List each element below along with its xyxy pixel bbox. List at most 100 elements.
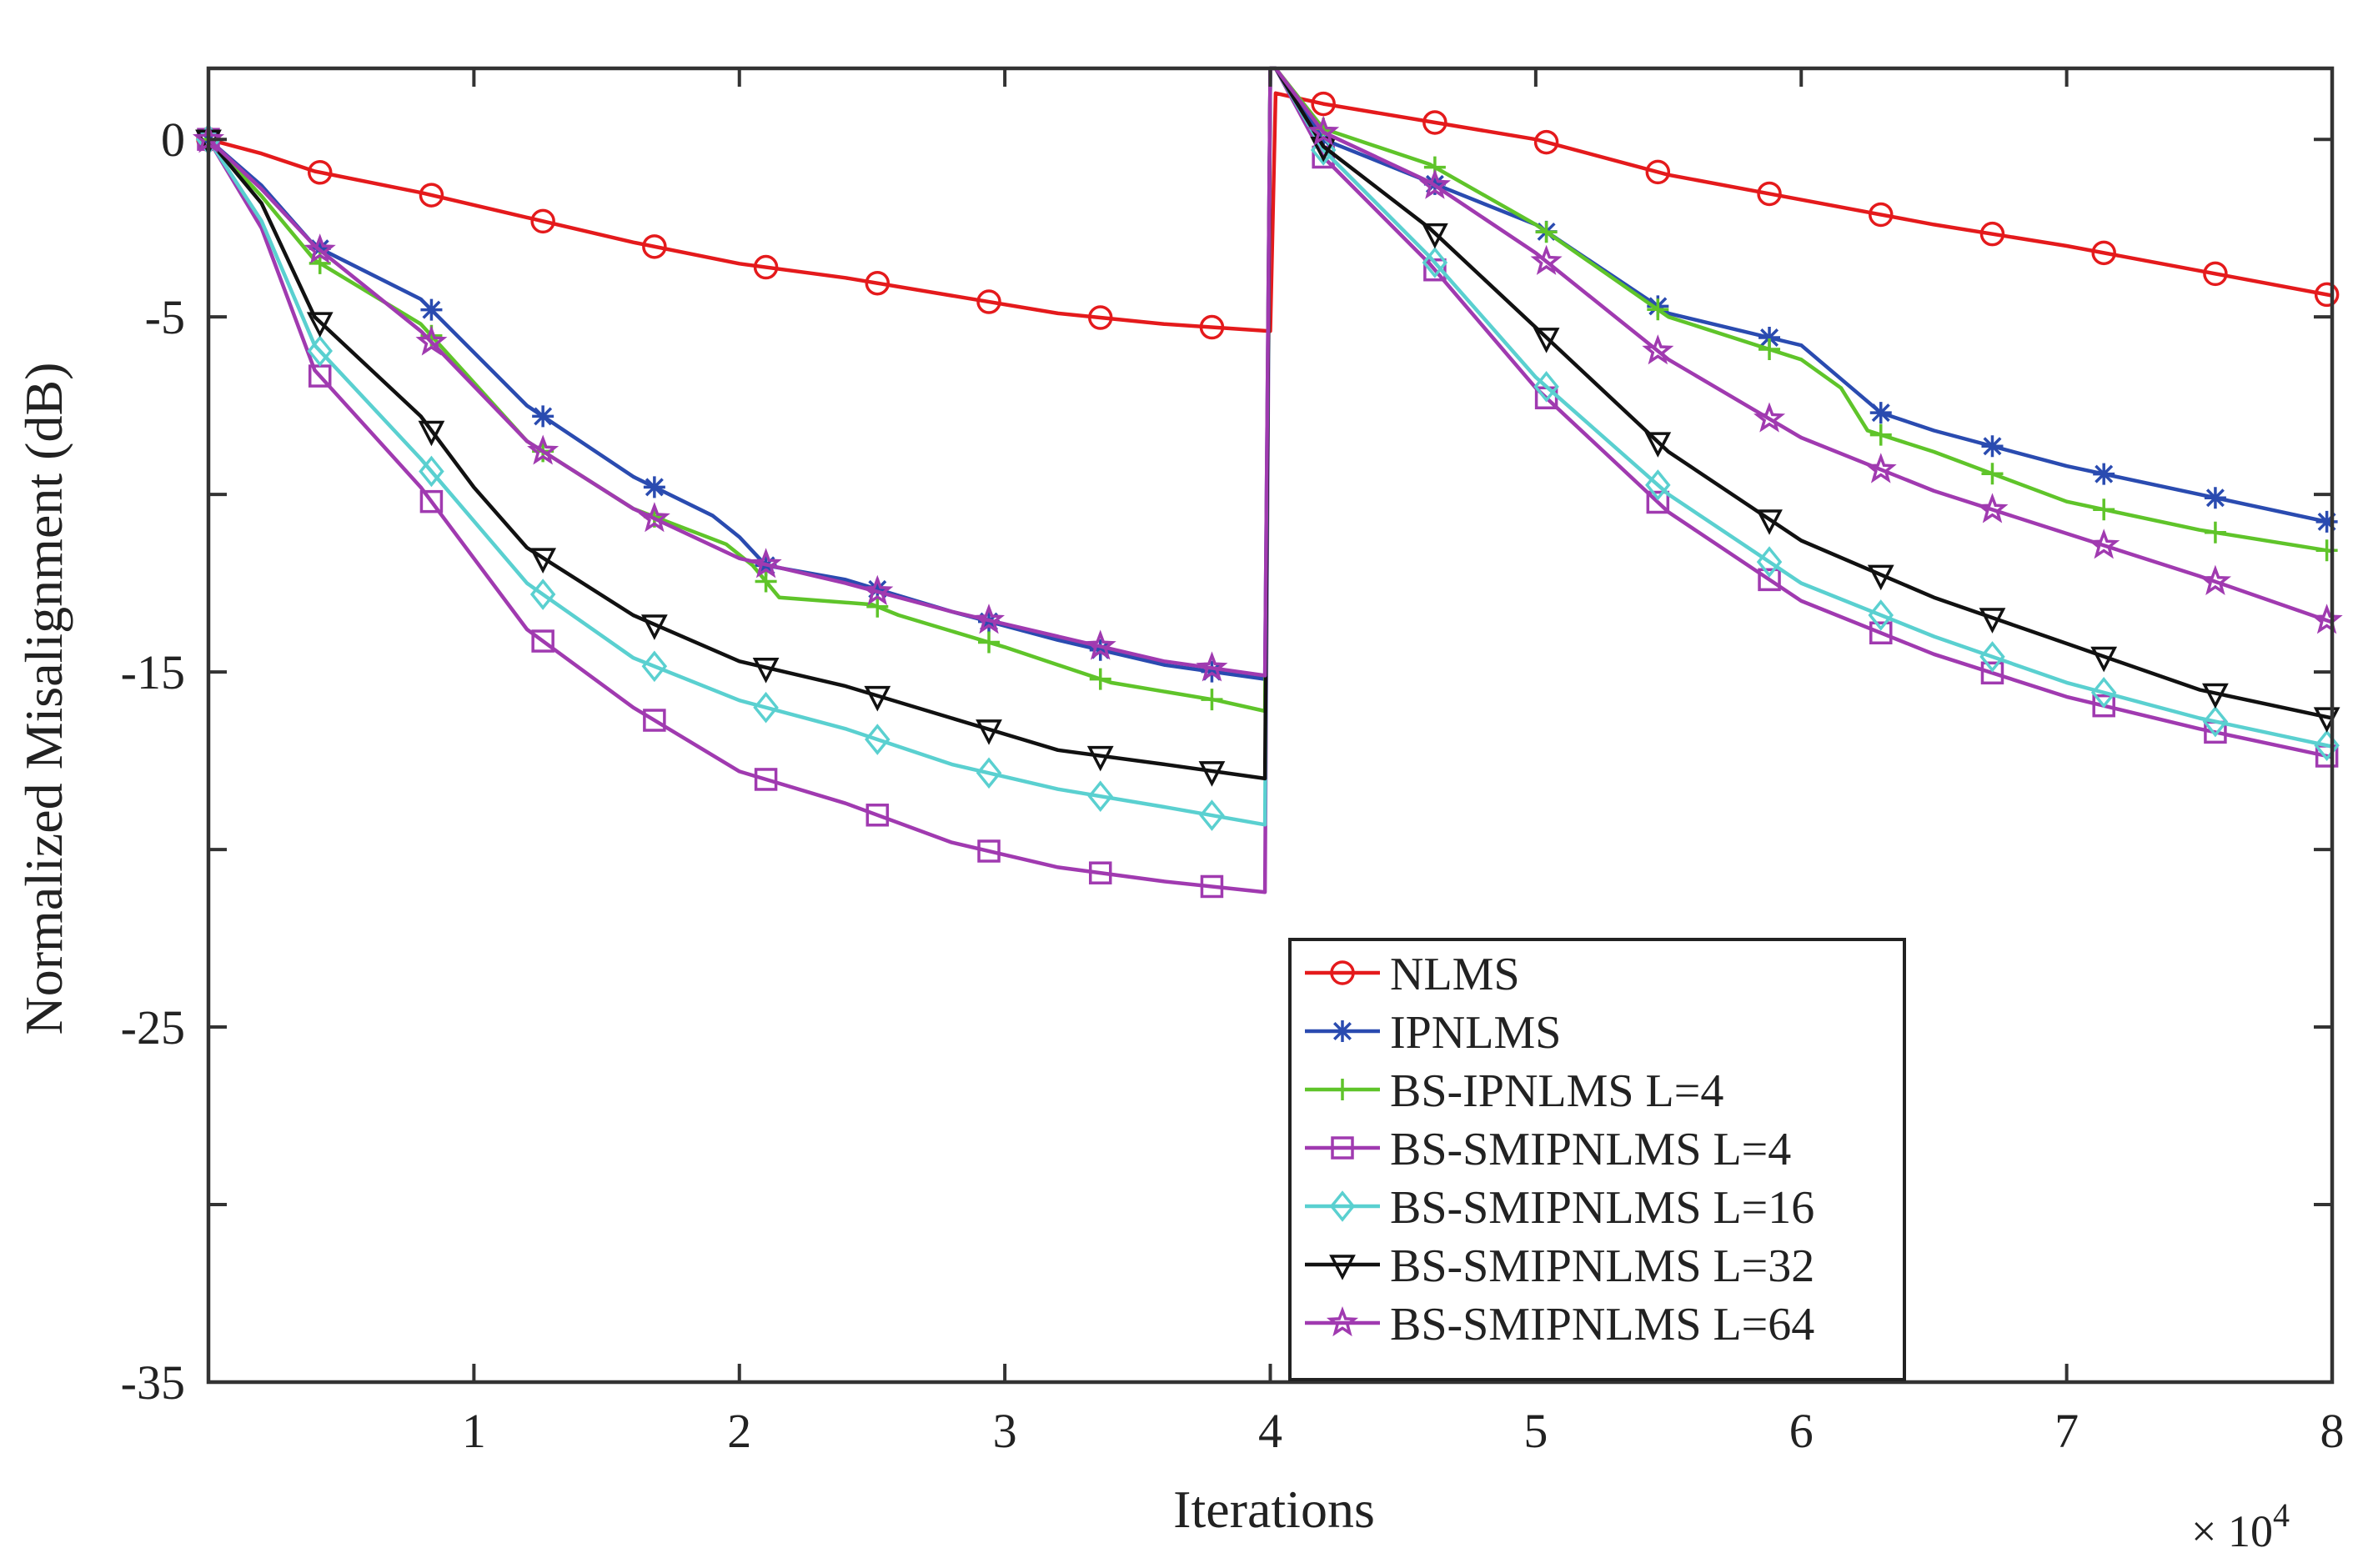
data-point-bs-smipnlms-l-32-11 [1422, 223, 1448, 249]
data-point-bs-smipnlms-l-16-16 [1979, 641, 2005, 673]
x-tick-label-6: 6 [1789, 1404, 1814, 1458]
y-tick-label-25: -25 [121, 1000, 185, 1055]
data-point-nlms-17 [2091, 240, 2116, 266]
data-point-ipnlms-4 [643, 476, 665, 498]
data-point-bs-smipnlms-l-4-3 [531, 629, 554, 653]
data-point-bs-smipnlms-l-64-19 [2310, 604, 2343, 634]
data-point-bs-smipnlms-l-64-3 [527, 434, 559, 465]
data-point-bs-smipnlms-l-32-15 [1867, 564, 1894, 591]
data-point-bs-smipnlms-l-32-13 [1644, 432, 1672, 458]
data-point-bs-smipnlms-l-32-3 [529, 548, 557, 574]
data-point-bs-smipnlms-l-16-19 [2314, 729, 2340, 761]
legend-item-bs-smipnlms-l-16: BS-SMIPNLMS L=16 [1305, 1182, 1814, 1234]
data-point-bs-smipnlms-l-16-8 [1087, 780, 1113, 812]
data-point-bs-smipnlms-l-4-7 [977, 839, 1001, 863]
legend-box [1288, 938, 1906, 1381]
y-axis-label: Normalized Misalignment (dB) [14, 363, 73, 1035]
data-point-bs-smipnlms-l-4-9 [1200, 874, 1224, 899]
data-point-bs-smipnlms-l-4-5 [754, 768, 778, 791]
data-point-bs-smipnlms-l-16-5 [753, 691, 779, 724]
data-point-bs-smipnlms-l-32-5 [752, 658, 780, 684]
data-point-nlms-3 [530, 208, 555, 234]
data-point-nlms-6 [865, 270, 890, 296]
data-point-bs-smipnlms-l-32-4 [640, 614, 668, 640]
data-point-bs-ipnlms-l-4-19 [2315, 539, 2338, 562]
data-point-bs-smipnlms-l-4-15 [1869, 621, 1893, 645]
y-tick-label-5: -5 [145, 290, 185, 344]
data-point-bs-smipnlms-l-64-13 [1642, 334, 1674, 365]
data-point-bs-smipnlms-l-16-4 [641, 650, 668, 683]
data-point-ipnlms-6 [866, 578, 889, 600]
x-tick-label-8: 8 [2320, 1404, 2345, 1458]
legend-item-bs-ipnlms-l-4: BS-IPNLMS L=4 [1305, 1065, 1723, 1117]
data-point-bs-smipnlms-l-64-6 [861, 574, 894, 606]
legend-marker-bs-smipnlms-l-16 [1329, 1190, 1356, 1222]
series-nlms [196, 91, 2340, 340]
data-point-bs-smipnlms-l-16-1 [307, 335, 333, 367]
axes-layer: 1 2 3 4 5 6 7 8 0 -5 -15 -25 -35 [121, 66, 2345, 1458]
legend-item-nlms: NLMS [1305, 949, 1520, 1000]
data-point-bs-ipnlms-l-4-18 [2204, 521, 2226, 544]
data-point-nlms-7 [976, 289, 1001, 314]
data-point-nlms-15 [1869, 202, 1894, 228]
data-point-bs-smipnlms-l-16-14 [1756, 546, 1783, 578]
data-point-bs-smipnlms-l-32-14 [1756, 509, 1783, 535]
data-point-bs-smipnlms-l-64-8 [1084, 629, 1116, 660]
x-tick-label-4: 4 [1258, 1404, 1282, 1458]
data-point-bs-smipnlms-l-32-18 [2202, 683, 2229, 709]
y-tick-label-0: 0 [161, 113, 185, 167]
data-point-bs-smipnlms-l-16-6 [865, 724, 890, 755]
legend-item-bs-smipnlms-l-4: BS-SMIPNLMS L=4 [1305, 1124, 1791, 1175]
series-layer [192, 66, 2343, 899]
data-point-ipnlms-17 [2093, 463, 2115, 485]
y-tick-label-15: -15 [121, 645, 185, 699]
data-point-bs-ipnlms-l-4-13 [1647, 298, 1669, 321]
x-tick-label-1: 1 [462, 1404, 486, 1458]
series-bs-smipnlms-l-16 [195, 66, 2340, 831]
legend-label-bs-smipnlms-l-32: BS-SMIPNLMS L=32 [1390, 1240, 1814, 1292]
data-point-bs-smipnlms-l-64-17 [2088, 529, 2120, 559]
data-point-nlms-8 [1087, 305, 1113, 330]
legend-item-bs-smipnlms-l-32: BS-SMIPNLMS L=32 [1305, 1240, 1814, 1292]
legend-marker-bs-ipnlms-l-4 [1332, 1079, 1353, 1100]
data-point-bs-smipnlms-l-64-9 [1196, 651, 1228, 682]
data-point-ipnlms-2 [420, 298, 443, 321]
series-line-nlms [208, 91, 2333, 333]
x-multiplier: × 104 [2191, 1496, 2290, 1556]
data-point-ipnlms-18 [2204, 487, 2226, 509]
data-point-bs-smipnlms-l-64-7 [973, 604, 1006, 634]
data-point-bs-smipnlms-l-32-7 [976, 719, 1002, 745]
data-point-bs-smipnlms-l-64-18 [2199, 564, 2231, 595]
data-point-bs-smipnlms-l-16-17 [2090, 677, 2117, 709]
data-point-bs-smipnlms-l-64-4 [638, 502, 670, 533]
data-point-bs-ipnlms-l-4-12 [1535, 221, 1558, 243]
data-point-nlms-14 [1757, 181, 1782, 207]
data-point-bs-smipnlms-l-32-16 [1979, 608, 2006, 634]
data-point-nlms-9 [1199, 314, 1225, 340]
legend-marker-bs-smipnlms-l-32 [1329, 1255, 1356, 1280]
data-point-bs-smipnlms-l-16-15 [1868, 599, 1894, 631]
data-point-bs-smipnlms-l-64-2 [415, 325, 448, 356]
data-point-bs-smipnlms-l-4-8 [1088, 861, 1112, 884]
legend-item-ipnlms: IPNLMS [1305, 1007, 1561, 1059]
data-point-bs-smipnlms-l-16-12 [1533, 371, 1559, 403]
legend-marker-nlms [1330, 960, 1355, 985]
series-line-bs-smipnlms-l-4 [207, 66, 2333, 894]
data-point-bs-smipnlms-l-4-4 [643, 709, 666, 732]
data-point-bs-smipnlms-l-16-11 [1422, 247, 1448, 278]
data-point-nlms-12 [1533, 129, 1559, 155]
legend-label-nlms: NLMS [1390, 949, 1520, 1000]
y-tick-label-35: -35 [121, 1355, 185, 1410]
data-point-ipnlms-14 [1758, 327, 1781, 349]
x-tick-label-2: 2 [727, 1404, 751, 1458]
legend-marker-bs-smipnlms-l-64 [1326, 1306, 1359, 1337]
data-point-bs-smipnlms-l-64-11 [1418, 168, 1451, 199]
data-point-bs-smipnlms-l-16-9 [1199, 799, 1225, 831]
data-point-bs-ipnlms-l-4-15 [1869, 423, 1892, 446]
data-point-bs-smipnlms-l-64-10 [1307, 115, 1340, 146]
data-point-bs-smipnlms-l-64-12 [1530, 244, 1563, 275]
data-point-bs-smipnlms-l-4-2 [419, 489, 444, 513]
data-point-nlms-13 [1645, 159, 1671, 185]
